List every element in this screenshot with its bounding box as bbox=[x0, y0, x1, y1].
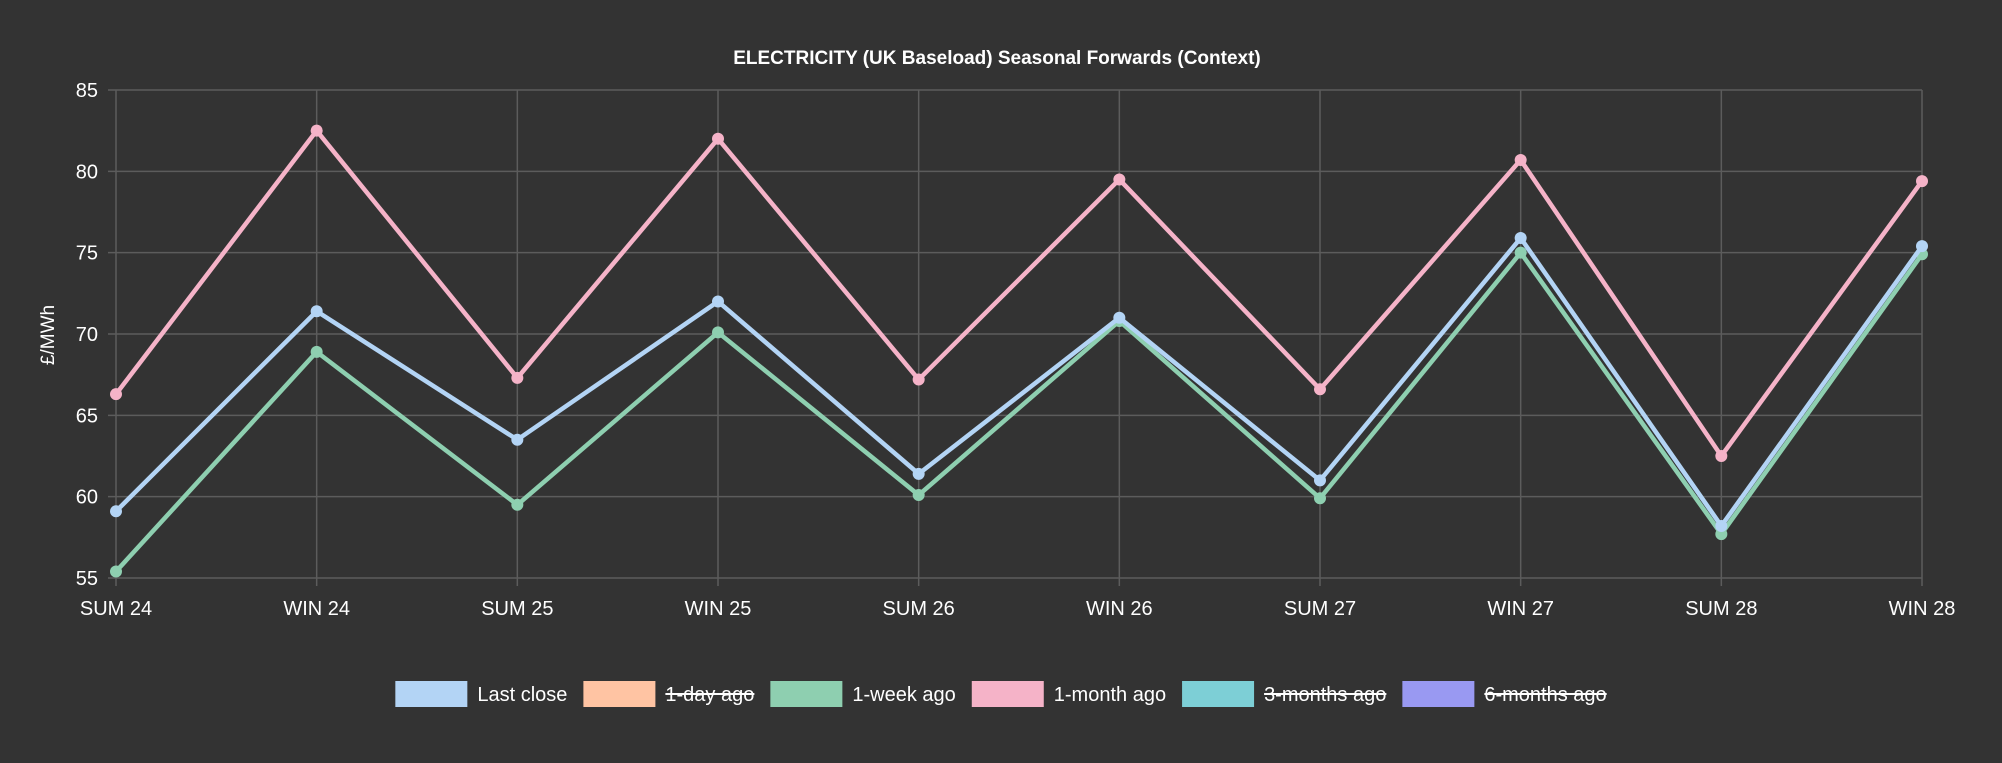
x-tick-label: WIN 26 bbox=[1086, 598, 1153, 620]
data-point bbox=[1314, 492, 1326, 505]
x-axis-ticks: SUM 24 WIN 24 SUM 25 WIN 25 SUM 26 WIN 26 SUM … bbox=[80, 598, 1955, 620]
legend-item[interactable]: 6-months ago bbox=[1402, 681, 1607, 707]
x-tick-label: SUM 24 bbox=[80, 598, 152, 620]
data-point bbox=[1514, 232, 1527, 245]
x-tick-label: WIN 24 bbox=[283, 598, 350, 620]
data-point bbox=[1715, 450, 1728, 462]
legend-swatch bbox=[770, 681, 843, 707]
data-point bbox=[110, 505, 122, 518]
legend-label: 1-week ago bbox=[852, 684, 955, 706]
x-tick-label: WIN 27 bbox=[1487, 598, 1554, 620]
data-point bbox=[712, 326, 724, 339]
legend-label: 1-month ago bbox=[1054, 684, 1166, 706]
y-tick-label: 55 bbox=[76, 568, 98, 590]
data-point bbox=[1916, 175, 1928, 188]
data-point bbox=[712, 295, 724, 308]
x-tick-label: WIN 28 bbox=[1889, 598, 1956, 620]
y-tick-label: 75 bbox=[76, 243, 98, 265]
legend-label: Last close bbox=[477, 684, 567, 706]
legend-swatch bbox=[971, 681, 1044, 707]
y-tick-label: 80 bbox=[76, 161, 98, 183]
data-point bbox=[310, 345, 323, 358]
y-tick-label: 70 bbox=[76, 324, 98, 346]
y-tick-label: 60 bbox=[76, 487, 98, 509]
x-tick-label: SUM 27 bbox=[1284, 598, 1356, 620]
series-line bbox=[114, 248, 1924, 574]
data-point bbox=[511, 433, 524, 446]
x-tick-label: SUM 25 bbox=[481, 598, 553, 620]
series-line bbox=[114, 234, 1924, 530]
data-point bbox=[511, 498, 524, 511]
chart-title: ELECTRICITY (UK Baseload) Seasonal Forwa… bbox=[733, 48, 1261, 69]
data-point bbox=[110, 565, 122, 578]
grid bbox=[108, 89, 1923, 586]
data-point bbox=[912, 373, 925, 386]
data-point bbox=[1514, 153, 1527, 166]
legend-item[interactable]: 3-months ago bbox=[1182, 681, 1387, 707]
data-point bbox=[1113, 311, 1126, 324]
data-point bbox=[1113, 173, 1126, 186]
y-tick-label: 65 bbox=[76, 405, 98, 427]
legend-swatch bbox=[583, 681, 656, 707]
data-point bbox=[712, 132, 724, 145]
x-tick-label: SUM 26 bbox=[883, 598, 955, 620]
y-axis-label: £/MWh bbox=[38, 305, 59, 365]
data-point bbox=[912, 467, 925, 480]
legend[interactable]: Last close 1-day ago 1-week ago 1-month ago… bbox=[395, 681, 1607, 707]
legend-swatch bbox=[1182, 681, 1255, 707]
data-point bbox=[110, 388, 122, 401]
data-point bbox=[1514, 246, 1527, 259]
x-tick-label: WIN 25 bbox=[685, 598, 752, 620]
data-point bbox=[912, 489, 925, 502]
y-axis-ticks: 55 60 65 70 75 80 85 bbox=[76, 80, 98, 590]
data-point bbox=[1916, 240, 1928, 253]
legend-swatch bbox=[1402, 681, 1475, 707]
data-point bbox=[1715, 519, 1728, 532]
data-point bbox=[511, 371, 524, 384]
legend-item[interactable]: 1-week ago bbox=[770, 681, 956, 707]
x-tick-label: SUM 28 bbox=[1685, 598, 1757, 620]
data-point bbox=[1314, 383, 1326, 396]
series-line bbox=[114, 127, 1924, 460]
legend-item[interactable]: 1-month ago bbox=[971, 681, 1166, 707]
data-point bbox=[310, 124, 323, 137]
legend-item[interactable]: Last close bbox=[395, 681, 567, 707]
data-point bbox=[310, 305, 323, 318]
legend-item[interactable]: 1-day ago bbox=[583, 681, 755, 707]
legend-swatch bbox=[395, 681, 468, 707]
data-point bbox=[1314, 474, 1326, 487]
series-lines bbox=[110, 124, 1928, 578]
y-tick-label: 85 bbox=[76, 80, 98, 102]
